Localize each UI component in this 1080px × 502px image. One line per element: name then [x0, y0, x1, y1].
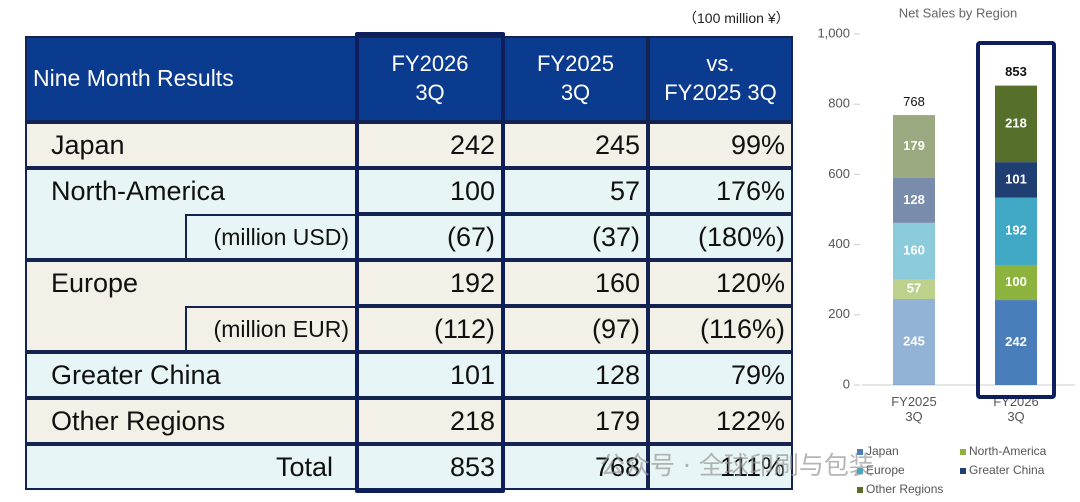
- bar-segment: [995, 85, 1037, 163]
- legend-swatch: [960, 468, 966, 474]
- data-label: 160: [903, 242, 925, 257]
- bar-segment: [893, 278, 935, 300]
- row-label: Japan: [25, 122, 357, 168]
- value-cell: 111%: [648, 444, 793, 490]
- data-label: 242: [1005, 334, 1027, 349]
- value-cell: 242: [357, 122, 503, 168]
- value-cell: (37): [503, 214, 648, 260]
- bar-segment: [893, 299, 935, 385]
- data-label: 128: [903, 192, 925, 207]
- header-cell: vs. FY2025 3Q: [648, 36, 793, 122]
- value-cell: (67): [357, 214, 503, 260]
- legend-label: North-America: [969, 444, 1047, 458]
- value-cell: 192: [357, 260, 503, 306]
- value-cell: (97): [503, 306, 648, 352]
- results-table: Nine Month Results FY2026 3Q FY2025 3Q vs. …: [25, 32, 793, 493]
- bar-segment: [893, 115, 935, 178]
- value-cell: (112): [357, 306, 503, 352]
- legend-swatch: [857, 468, 863, 474]
- data-label: 57: [907, 280, 921, 295]
- y-tick-label: 600: [828, 166, 850, 181]
- value-cell: 101: [357, 352, 503, 398]
- legend-swatch: [857, 487, 863, 493]
- total-label: 853: [1005, 64, 1027, 79]
- value-cell: (180%): [648, 214, 793, 260]
- bar-segment: [995, 162, 1037, 198]
- legend-swatch: [857, 449, 863, 455]
- value-cell: 179: [503, 398, 648, 444]
- y-tick-label: 200: [828, 306, 850, 321]
- value-cell: 120%: [648, 260, 793, 306]
- bar-segment: [893, 177, 935, 223]
- value-cell: 128: [503, 352, 648, 398]
- value-cell: 160: [503, 260, 648, 306]
- bar-segment: [995, 197, 1037, 265]
- data-label: 179: [903, 138, 925, 153]
- unit-label: （100 million ¥）: [683, 10, 790, 26]
- total-label: 768: [903, 94, 925, 109]
- y-tick-label: 0: [843, 376, 850, 391]
- bar-segment: [995, 300, 1037, 385]
- highlight-frame: [976, 41, 1056, 399]
- y-tick-label: 800: [828, 96, 850, 111]
- chart-title: Net Sales by Region: [899, 5, 1018, 20]
- legend-label: Greater China: [969, 463, 1045, 477]
- value-cell: 100: [357, 168, 503, 214]
- y-tick-label: 400: [828, 236, 850, 251]
- data-label: 245: [903, 333, 925, 348]
- legend-swatch: [960, 449, 966, 455]
- header-cell: FY2026 3Q: [357, 36, 503, 122]
- value-cell: 245: [503, 122, 648, 168]
- value-cell: 122%: [648, 398, 793, 444]
- sub-row-label: (million EUR): [185, 306, 357, 352]
- row-label: Greater China: [25, 352, 357, 398]
- bar-segment: [893, 222, 935, 279]
- value-cell: 768: [503, 444, 648, 490]
- legend-label: Japan: [866, 444, 899, 458]
- data-label: 192: [1005, 223, 1027, 238]
- watermark: 公众号 · 全球印刷与包装: [600, 451, 874, 480]
- legend-label: Europe: [866, 463, 905, 477]
- value-cell: 57: [503, 168, 648, 214]
- data-label: 100: [1005, 274, 1027, 289]
- value-cell: 99%: [648, 122, 793, 168]
- x-tick-label: FY2025 3Q: [891, 394, 937, 424]
- data-label: 101: [1005, 171, 1027, 186]
- data-label: 218: [1005, 115, 1027, 130]
- value-cell: (116%): [648, 306, 793, 352]
- bar-segment: [995, 264, 1037, 301]
- total-label: Total: [25, 444, 357, 490]
- value-cell: 176%: [648, 168, 793, 214]
- value-cell: 79%: [648, 352, 793, 398]
- row-label: Other Regions: [25, 398, 357, 444]
- header-cell: FY2025 3Q: [503, 36, 648, 122]
- y-tick-label: 1,000: [817, 25, 850, 40]
- legend-label: Other Regions: [866, 482, 943, 496]
- sub-row-label: (million USD): [185, 214, 357, 260]
